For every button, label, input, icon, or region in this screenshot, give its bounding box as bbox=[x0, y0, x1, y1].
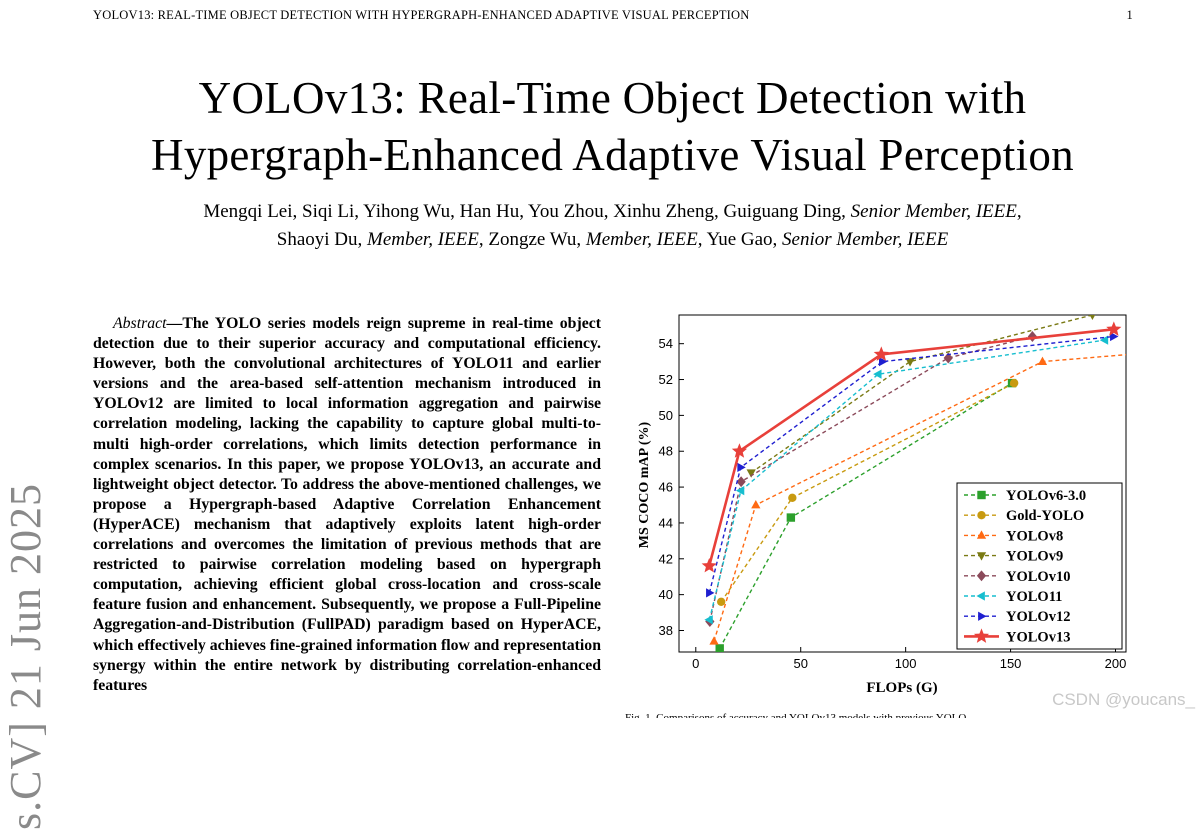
authors-line-1: Mengqi Lei, Siqi Li, Yihong Wu, Han Hu, … bbox=[0, 198, 1200, 226]
data-point-yolov9 bbox=[746, 469, 756, 478]
legend-marker-yolov12 bbox=[978, 611, 987, 621]
data-point-yolov8 bbox=[1037, 356, 1048, 365]
series-line-yolo11 bbox=[708, 339, 1105, 620]
data-point-yolov8 bbox=[709, 636, 719, 645]
data-point-gold-yolo bbox=[716, 597, 726, 607]
author-list: Mengqi Lei, Siqi Li, Yihong Wu, Han Hu, … bbox=[0, 198, 1200, 254]
chart-series bbox=[701, 315, 1126, 652]
paper-title: YOLOv13: Real-Time Object Detection with… bbox=[0, 70, 1200, 184]
series-yolov13 bbox=[701, 321, 1122, 573]
data-point-yolov6-3-0 bbox=[715, 644, 724, 652]
legend-label-yolov10: YOLOv10 bbox=[1006, 569, 1070, 585]
data-point-yolov13 bbox=[701, 557, 717, 573]
data-point-yolov9 bbox=[1089, 315, 1096, 321]
data-point-yolov13 bbox=[873, 346, 889, 361]
arxiv-side-label: s.CV] 21 Jun 2025 bbox=[1, 482, 50, 830]
series-gold-yolo bbox=[716, 378, 1019, 607]
y-tick-label: 44 bbox=[659, 515, 673, 530]
data-point-yolo11 bbox=[1099, 335, 1109, 345]
series-yolov8 bbox=[709, 353, 1126, 645]
y-tick-label: 38 bbox=[659, 623, 673, 638]
data-point-yolov13 bbox=[731, 443, 748, 458]
series-line-yolov13 bbox=[707, 328, 1114, 567]
author-role-member-1: Member, IEEE bbox=[367, 229, 479, 250]
legend-marker-yolov13 bbox=[973, 628, 990, 643]
data-point-yolov12 bbox=[1110, 331, 1119, 342]
legend-marker-yolo11 bbox=[976, 591, 985, 601]
series-line-yolov8 bbox=[713, 353, 1126, 642]
legend-box bbox=[956, 482, 1123, 650]
legend-label-yolov6-3-0: YOLOv6-3.0 bbox=[1006, 488, 1086, 504]
author-wu: , Zongze Wu, bbox=[478, 229, 586, 250]
data-point-yolov12 bbox=[737, 462, 746, 472]
authors-names-1: Mengqi Lei, Siqi Li, Yihong Wu, Han Hu, … bbox=[203, 201, 851, 222]
authors-comma: , bbox=[1016, 201, 1022, 222]
data-point-gold-yolo bbox=[788, 493, 797, 503]
data-point-yolov10 bbox=[943, 352, 953, 364]
map-vs-flops-chart: 0 50 100 150 200 38 40 42 44 46 48 50 52 54 YOLOv6-3.… bbox=[637, 314, 1127, 696]
authors-line-2: Shaoyi Du, Member, IEEE, Zongze Wu, Memb… bbox=[0, 226, 1200, 254]
series-yolov12 bbox=[706, 331, 1119, 598]
author-role-senior-2: Senior Member, IEEE bbox=[782, 229, 949, 250]
y-tick-label: 42 bbox=[659, 551, 673, 566]
series-yolo11 bbox=[704, 335, 1109, 625]
y-axis-label: MS COCO mAP (%) bbox=[637, 421, 652, 548]
legend-label-yolov13: YOLOv13 bbox=[1006, 629, 1070, 645]
series-line-yolov9 bbox=[750, 315, 1093, 474]
figure-caption-fragment: Fig. 1. Comparisons of accuracy and YOLO… bbox=[625, 712, 967, 718]
data-point-yolov6-3-0 bbox=[786, 513, 796, 522]
plot-frame bbox=[678, 314, 1127, 653]
legend-marker-gold-yolo bbox=[977, 511, 986, 520]
legend-label-yolo11: YOLO11 bbox=[1006, 589, 1062, 605]
data-point-yolo11 bbox=[735, 486, 745, 496]
abstract: Abstract—The YOLO series models reign su… bbox=[93, 314, 601, 696]
y-tick-label: 52 bbox=[659, 372, 673, 387]
chart-axes: 0 50 100 150 200 38 40 42 44 46 48 50 52 54 bbox=[659, 336, 1127, 671]
series-line-yolov12 bbox=[708, 335, 1114, 593]
legend-marker-yolov6-3-0 bbox=[977, 490, 986, 500]
legend-label-yolov8: YOLOv8 bbox=[1006, 528, 1063, 544]
data-point-yolov12 bbox=[878, 356, 888, 367]
legend-marker-yolov8 bbox=[976, 530, 987, 539]
author-du: Shaoyi Du, bbox=[276, 229, 367, 250]
abstract-lead: Abstract bbox=[113, 315, 167, 332]
x-tick-label: 150 bbox=[1000, 656, 1022, 671]
running-title: YOLOV13: REAL-TIME OBJECT DETECTION WITH… bbox=[93, 8, 750, 22]
author-role-senior: Senior Member, IEEE bbox=[850, 201, 1017, 222]
legend-label-gold-yolo: Gold-YOLO bbox=[1006, 508, 1084, 524]
author-gao: , Yue Gao, bbox=[697, 229, 783, 250]
abstract-text: —The YOLO series models reign supreme in… bbox=[93, 315, 601, 694]
legend-label-yolov12: YOLOv12 bbox=[1006, 609, 1070, 625]
watermark: CSDN @youcans_ bbox=[1052, 690, 1195, 709]
data-point-yolov12 bbox=[706, 588, 715, 598]
series-line-yolov10 bbox=[709, 335, 1033, 622]
chart-legend: YOLOv6-3.0 Gold-YOLO YOLOv8 YOLOv9 YOLOv10 YO… bbox=[956, 482, 1123, 650]
y-tick-label: 46 bbox=[659, 480, 673, 495]
y-tick-label: 48 bbox=[659, 444, 673, 459]
page-number: 1 bbox=[1126, 8, 1133, 22]
x-tick-label: 100 bbox=[895, 656, 917, 671]
figure-1: 0 50 100 150 200 38 40 42 44 46 48 50 52 54 YOLOv6-3.… bbox=[625, 300, 1200, 718]
data-point-yolo11 bbox=[873, 369, 882, 379]
data-point-yolov8 bbox=[751, 499, 761, 509]
x-tick-label: 200 bbox=[1105, 656, 1127, 671]
data-point-yolov10 bbox=[736, 476, 746, 488]
data-point-yolo11 bbox=[704, 615, 713, 625]
x-axis-label: FLOPs (G) bbox=[866, 680, 937, 696]
data-point-gold-yolo bbox=[1009, 378, 1019, 388]
author-role-member-2: Member, IEEE bbox=[585, 229, 698, 250]
title-line-2: Hypergraph-Enhanced Adaptive Visual Perc… bbox=[151, 130, 1074, 180]
legend-label-yolov9: YOLOv9 bbox=[1006, 549, 1063, 565]
legend-marker-yolov9 bbox=[976, 552, 987, 561]
x-tick-label: 50 bbox=[793, 656, 807, 671]
y-tick-label: 54 bbox=[659, 336, 673, 351]
y-tick-label: 40 bbox=[659, 587, 673, 602]
series-yolov9 bbox=[746, 315, 1096, 478]
running-head: YOLOV13: REAL-TIME OBJECT DETECTION WITH… bbox=[93, 8, 1133, 23]
x-tick-label: 0 bbox=[692, 656, 699, 671]
data-point-yolov9 bbox=[905, 358, 915, 367]
data-point-yolov13 bbox=[1106, 321, 1122, 336]
y-tick-label: 50 bbox=[659, 408, 673, 423]
title-line-1: YOLOv13: Real-Time Object Detection with bbox=[198, 73, 1027, 123]
